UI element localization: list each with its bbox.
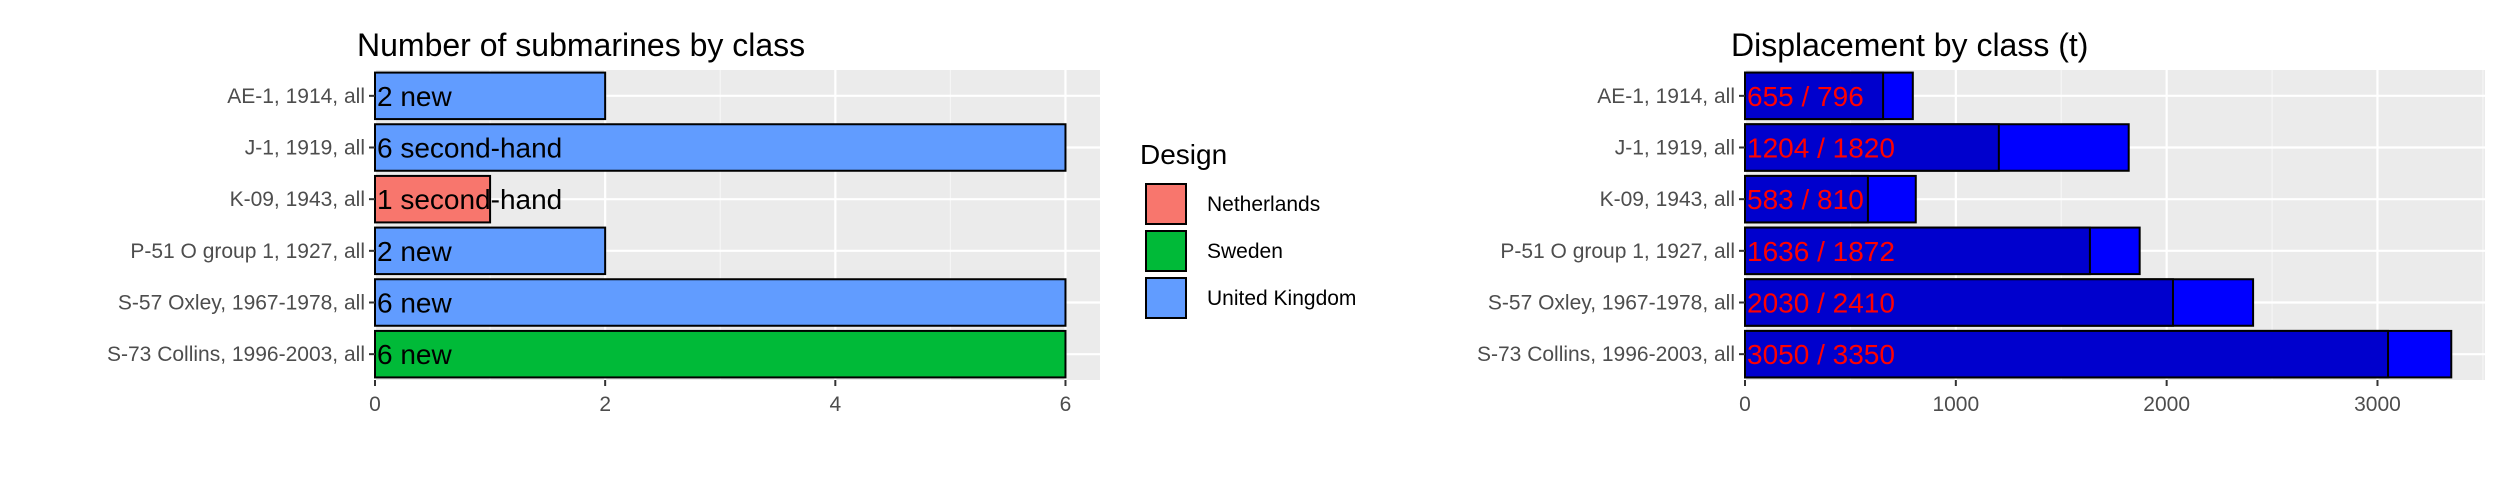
- bar-label: 2 new: [377, 236, 452, 267]
- legend-key: [1145, 230, 1187, 272]
- legend-key: [1145, 277, 1187, 319]
- displacement-chart: Displacement by class (t) 655 / 796 1204 …: [1477, 27, 2485, 416]
- y-tick-label: AE-1, 1914, all: [227, 85, 365, 108]
- y-tick-label: AE-1, 1914, all: [1597, 85, 1735, 108]
- bar-label: 655 / 796: [1747, 81, 1864, 112]
- x-tick-label: 0: [369, 393, 381, 416]
- y-tick-label: J-1, 1919, all: [245, 137, 365, 160]
- bar: [374, 226, 607, 276]
- bar: [374, 174, 492, 224]
- bar-label: 6 new: [377, 288, 452, 319]
- x-tick-label: 1000: [1932, 393, 1979, 416]
- bar: [1744, 174, 1869, 224]
- legend-label: United Kingdom: [1207, 287, 1356, 310]
- bar: [1744, 278, 2174, 327]
- chart-title: Number of submarines by class: [357, 27, 805, 63]
- y-tick-label: P-51 O group 1, 1927, all: [130, 240, 365, 263]
- x-tick-label: 3000: [2354, 393, 2401, 416]
- bar: [374, 123, 1067, 172]
- x-tick-label: 2000: [2143, 393, 2190, 416]
- y-tick-label: P-51 O group 1, 1927, all: [1500, 240, 1735, 263]
- x-tick-label: 2: [599, 393, 611, 416]
- bar-label: 6 second-hand: [377, 133, 562, 164]
- x-axis: 0 1000 2000 3000: [1739, 380, 2401, 416]
- y-tick-label: S-73 Collins, 1996-2003, all: [107, 343, 365, 366]
- chart-title: Displacement by class (t): [1731, 27, 2088, 63]
- bar-label: 1 second-hand: [377, 184, 562, 215]
- legend-key: [1145, 183, 1187, 225]
- y-tick-label: S-73 Collins, 1996-2003, all: [1477, 343, 1735, 366]
- y-tick-label: S-57 Oxley, 1967-1978, all: [1488, 292, 1735, 315]
- y-axis: AE-1, 1914, all J-1, 1919, all K-09, 1943,…: [107, 85, 375, 366]
- legend-title: Design: [1140, 139, 1227, 170]
- legend: Design Netherlands Sweden United Kingdom: [1140, 139, 1356, 319]
- bar: [374, 329, 1067, 379]
- bar-label: 2030 / 2410: [1747, 288, 1895, 319]
- bar-label: 6 new: [377, 339, 452, 370]
- x-axis: 0 2 4 6: [369, 380, 1071, 416]
- legend-label: Netherlands: [1207, 193, 1320, 216]
- bar-labels: 2 new 6 second-hand 1 second-hand 2 new 6 ne…: [377, 81, 562, 370]
- x-tick-label: 0: [1739, 393, 1751, 416]
- legend-label: Sweden: [1207, 240, 1283, 263]
- bar: [1744, 71, 1885, 121]
- submarines-count-chart: Number of submarines by class 2 new 6 sec…: [107, 27, 1100, 416]
- bar: [1744, 123, 2000, 172]
- x-tick-label: 6: [1060, 393, 1072, 416]
- bar-label: 2 new: [377, 81, 452, 112]
- y-tick-label: J-1, 1919, all: [1615, 137, 1735, 160]
- y-axis: AE-1, 1914, all J-1, 1919, all K-09, 1943,…: [1477, 85, 1745, 366]
- plot-panel: [375, 70, 1100, 380]
- bar: [374, 278, 1067, 327]
- bar-label: 583 / 810: [1747, 184, 1864, 215]
- y-tick-label: S-57 Oxley, 1967-1978, all: [118, 292, 365, 315]
- legend-items: Netherlands Sweden United Kingdom: [1145, 183, 1356, 319]
- plot-panel: [1745, 70, 2485, 380]
- bar-labels: 655 / 796 1204 / 1820 583 / 810 1636 / 1872…: [1747, 81, 1895, 370]
- y-tick-label: K-09, 1943, all: [1600, 188, 1735, 211]
- bar-label: 1204 / 1820: [1747, 133, 1895, 164]
- bars: [374, 71, 1067, 379]
- x-tick-label: 4: [829, 393, 841, 416]
- y-tick-label: K-09, 1943, all: [230, 188, 365, 211]
- bar-label: 1636 / 1872: [1747, 236, 1895, 267]
- bar: [374, 71, 607, 121]
- bar-label: 3050 / 3350: [1747, 339, 1895, 370]
